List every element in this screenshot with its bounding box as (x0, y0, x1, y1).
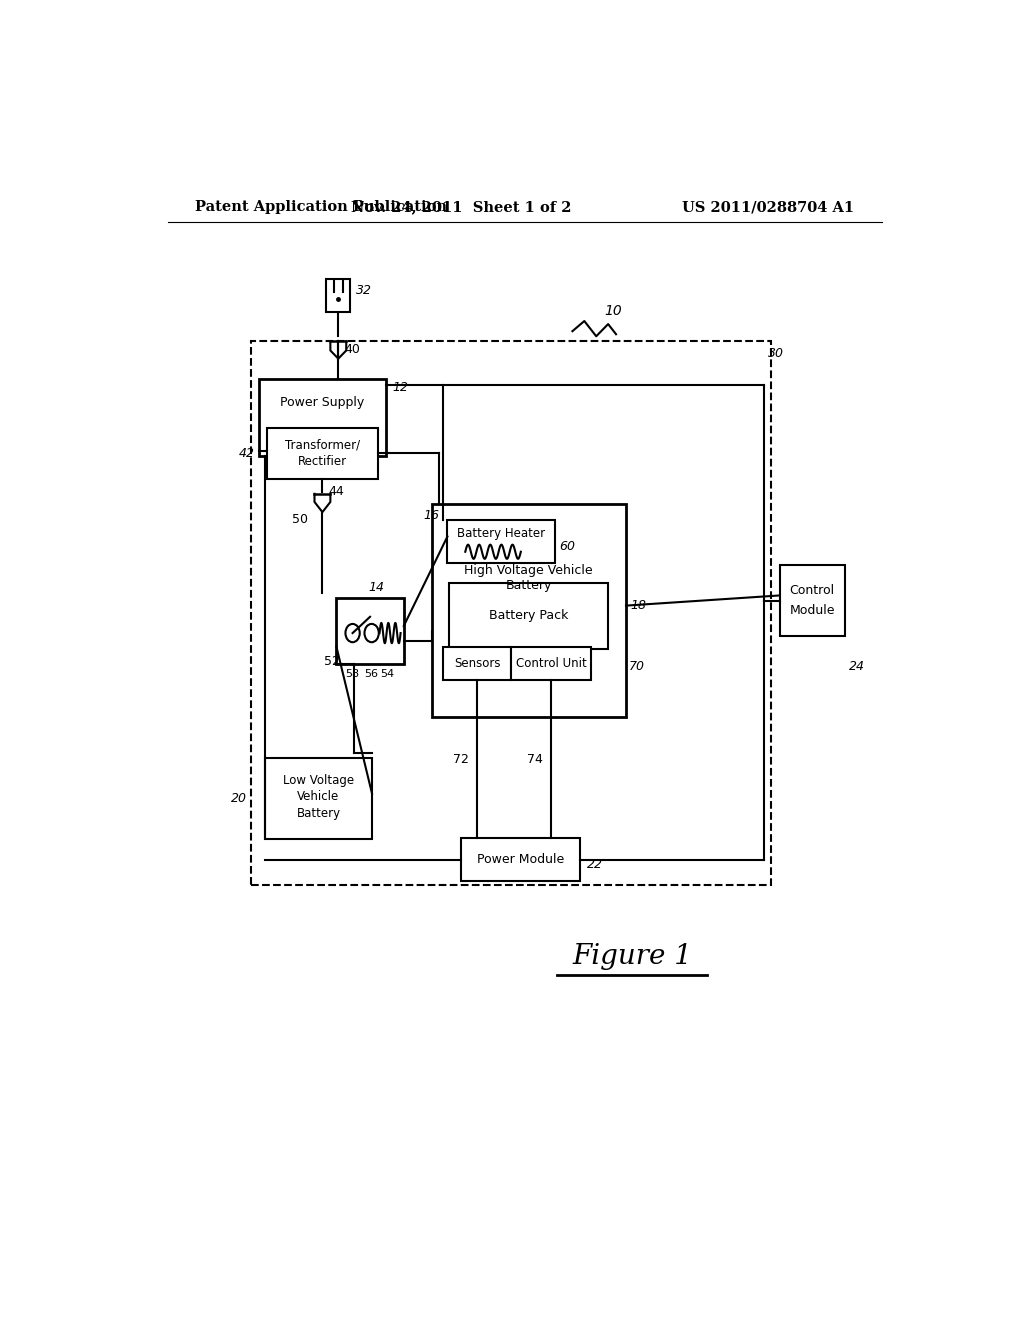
Bar (251, 342, 771, 886)
Bar (461, 838, 581, 880)
Text: 20: 20 (231, 792, 247, 805)
Text: 32: 32 (355, 284, 372, 297)
Text: 10: 10 (604, 304, 622, 318)
Bar (779, 565, 845, 636)
Bar (511, 647, 591, 680)
Bar (447, 520, 555, 562)
Text: Power Module: Power Module (477, 853, 564, 866)
Text: 14: 14 (369, 581, 384, 594)
Text: 58: 58 (345, 669, 359, 680)
Text: Power Supply: Power Supply (281, 396, 365, 409)
Bar (327, 280, 350, 312)
Text: Battery Heater: Battery Heater (457, 527, 545, 540)
Bar (265, 758, 372, 840)
Text: US 2011/0288704 A1: US 2011/0288704 A1 (682, 201, 854, 214)
Text: Figure 1: Figure 1 (572, 942, 692, 970)
Text: 56: 56 (365, 669, 379, 680)
Text: Battery Pack: Battery Pack (489, 610, 568, 622)
Text: High Voltage Vehicle: High Voltage Vehicle (465, 564, 593, 577)
Text: 16: 16 (424, 508, 439, 521)
Text: Battery: Battery (506, 578, 552, 591)
Text: 18: 18 (630, 599, 646, 612)
Text: Vehicle: Vehicle (297, 791, 340, 803)
Text: 50: 50 (292, 512, 308, 525)
Bar (336, 598, 403, 664)
Text: 44: 44 (329, 486, 344, 498)
Text: Module: Module (790, 605, 835, 618)
Text: Rectifier: Rectifier (298, 455, 347, 467)
Text: 12: 12 (392, 381, 409, 395)
Text: 40: 40 (345, 343, 360, 356)
Text: 52: 52 (325, 655, 340, 668)
Text: Control: Control (790, 583, 835, 597)
Text: 70: 70 (629, 660, 645, 673)
Bar (267, 428, 378, 479)
Text: 60: 60 (559, 540, 575, 553)
Text: 24: 24 (849, 660, 864, 673)
Bar (443, 647, 511, 680)
Text: Low Voltage: Low Voltage (283, 774, 354, 787)
Bar (431, 504, 626, 718)
Text: 42: 42 (239, 446, 255, 459)
Text: Sensors: Sensors (454, 657, 501, 671)
Text: 30: 30 (768, 347, 784, 360)
Text: 22: 22 (587, 858, 603, 871)
Bar (259, 379, 386, 455)
Text: 54: 54 (381, 669, 394, 680)
Text: Battery: Battery (296, 808, 341, 821)
Text: Patent Application Publication: Patent Application Publication (196, 201, 447, 214)
Text: 74: 74 (527, 752, 543, 766)
Text: 72: 72 (454, 752, 469, 766)
Text: Transformer/: Transformer/ (285, 438, 360, 451)
Text: Nov. 24, 2011  Sheet 1 of 2: Nov. 24, 2011 Sheet 1 of 2 (351, 201, 571, 214)
Bar (450, 582, 608, 649)
Text: Control Unit: Control Unit (516, 657, 587, 671)
